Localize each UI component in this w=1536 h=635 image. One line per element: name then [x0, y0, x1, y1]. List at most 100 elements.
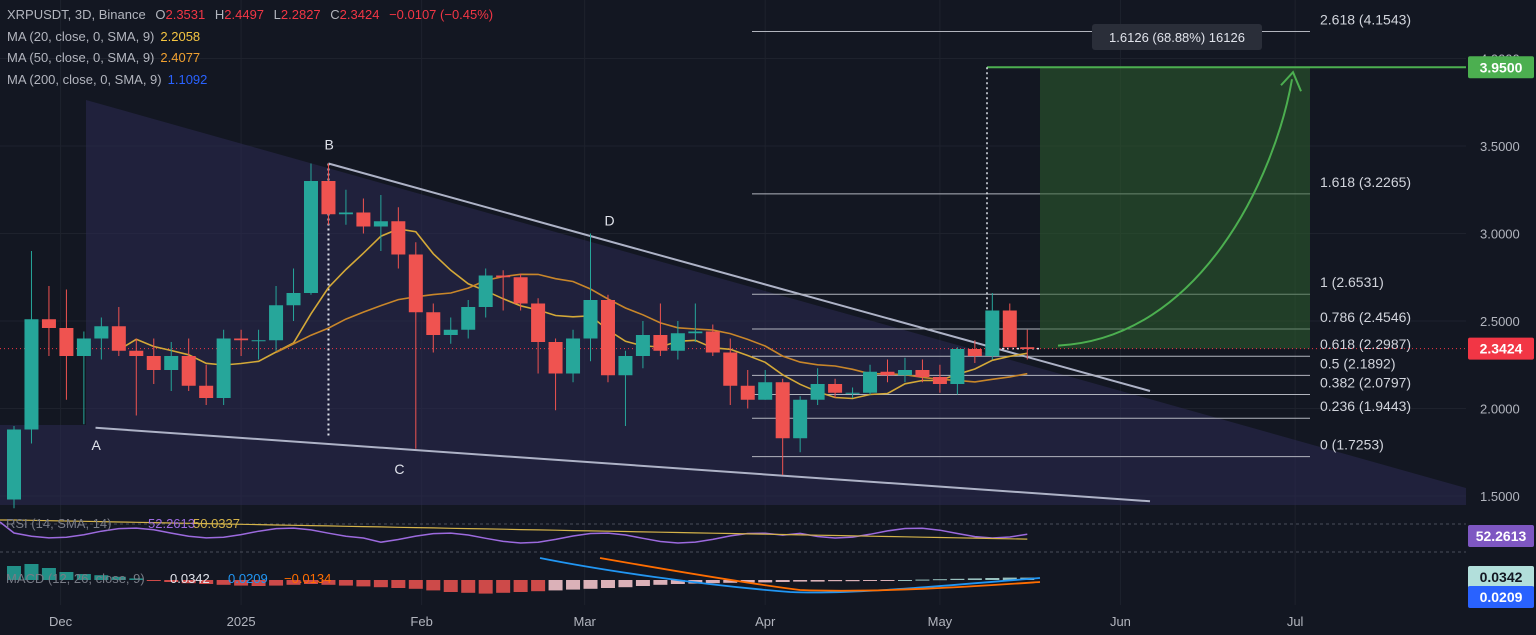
candle[interactable] [338, 189, 353, 225]
candle[interactable] [985, 293, 1000, 360]
ma20-row[interactable]: MA (20, close, 0, SMA, 9) 2.2058 [7, 26, 493, 48]
candle[interactable] [932, 364, 947, 393]
candle[interactable] [688, 303, 703, 343]
ma50-row[interactable]: MA (50, close, 0, SMA, 9) 2.4077 [7, 47, 493, 69]
candle[interactable] [950, 347, 965, 395]
candle-body [41, 319, 56, 328]
macd-hist-bar [810, 580, 825, 582]
candle[interactable] [635, 321, 650, 369]
point-b: B [324, 137, 333, 153]
point-c: C [394, 461, 404, 477]
candle[interactable] [94, 317, 109, 360]
candle[interactable] [443, 317, 458, 344]
symbol-label[interactable]: XRPUSDT, 3D, Binance [7, 7, 146, 22]
candle[interactable] [269, 286, 284, 351]
candle[interactable] [705, 324, 720, 357]
candle[interactable] [129, 338, 144, 416]
candle[interactable] [373, 195, 388, 251]
macd-hist-bar [583, 580, 598, 589]
y-tick: 1.5000 [1480, 489, 1520, 504]
y-tick: 3.0000 [1480, 227, 1520, 242]
rsi-tag[interactable]: 52.2613 [1476, 528, 1527, 544]
ma20-label: MA (20, close, 0, SMA, 9) [7, 28, 155, 44]
macd-hist-tag-bg [1468, 566, 1534, 588]
candle[interactable] [845, 387, 860, 399]
candle[interactable] [600, 294, 615, 383]
candle-body [356, 212, 371, 227]
macd-pane[interactable]: MACD (12, 26, close, 9) 0.0342 0.0209 −0.01… [6, 557, 1041, 594]
macd-tag[interactable]: 0.0209 [1480, 589, 1523, 605]
candle[interactable] [24, 251, 39, 444]
candle[interactable] [7, 426, 21, 509]
candle-body [600, 300, 615, 376]
macd-hist-bar [59, 572, 74, 580]
candle[interactable] [775, 378, 790, 475]
macd-hist-tag[interactable]: 0.0342 [1480, 569, 1523, 585]
candle[interactable] [251, 329, 266, 360]
candle[interactable] [321, 163, 336, 225]
candle[interactable] [1002, 303, 1017, 348]
candle[interactable] [793, 396, 808, 453]
time-axis[interactable]: Dec 2025 Feb Mar Apr May Jun Jul [0, 605, 1466, 635]
candle[interactable] [967, 340, 982, 363]
candle[interactable] [758, 370, 773, 400]
candle[interactable] [164, 342, 179, 391]
candle[interactable] [531, 298, 546, 374]
candle[interactable] [828, 378, 843, 398]
macd-hist-bar [828, 580, 843, 582]
current-price-tag[interactable]: 2.3424 [1480, 341, 1523, 357]
candle-body [269, 305, 284, 341]
candle[interactable] [863, 364, 878, 395]
candle[interactable] [461, 300, 476, 339]
candle[interactable] [286, 268, 301, 322]
macd-hist-bar [863, 580, 878, 581]
candle[interactable] [59, 289, 74, 400]
candle[interactable] [513, 273, 528, 311]
candle[interactable] [76, 331, 91, 425]
fib-label-0.382: 0.382 (2.0797) [1320, 375, 1411, 391]
open-value: 2.3531 [165, 7, 206, 22]
candle[interactable] [496, 270, 511, 311]
price-axis[interactable]: 1.50002.00002.50003.00003.50004.00003.95… [1466, 0, 1536, 635]
candle[interactable] [234, 329, 249, 356]
fib-label-0.5: 0.5 (2.1892) [1320, 355, 1396, 371]
macd-hist-bar [251, 580, 266, 586]
x-tick: Apr [755, 614, 776, 629]
candle[interactable] [915, 359, 930, 383]
candle[interactable] [216, 329, 231, 405]
candle[interactable] [653, 303, 668, 357]
candle-body [391, 221, 406, 255]
x-tick: Mar [573, 614, 596, 629]
candle[interactable] [1020, 329, 1035, 360]
target-price-tag[interactable]: 3.9500 [1480, 59, 1523, 75]
candle[interactable] [566, 329, 581, 383]
candle[interactable] [478, 268, 493, 318]
candle[interactable] [199, 364, 214, 405]
candle[interactable] [810, 368, 825, 405]
candle[interactable] [391, 207, 406, 269]
candle[interactable] [146, 338, 161, 385]
candle[interactable] [41, 286, 56, 356]
candle-body [740, 385, 755, 400]
candle[interactable] [880, 359, 895, 383]
macd-hist-bar [775, 580, 790, 582]
candle[interactable] [548, 338, 563, 411]
macd-hist-bar [915, 579, 930, 581]
candle[interactable] [670, 321, 685, 360]
candle[interactable] [897, 357, 912, 383]
candle[interactable] [356, 198, 371, 234]
candle[interactable] [723, 338, 738, 406]
candle[interactable] [740, 370, 755, 409]
candle[interactable] [408, 242, 423, 449]
candles[interactable] [7, 163, 1035, 509]
candle[interactable] [303, 163, 318, 295]
candle[interactable] [618, 350, 633, 426]
candle[interactable] [583, 233, 598, 362]
macd-hist-bar [705, 580, 720, 584]
ma200-row[interactable]: MA (200, close, 0, SMA, 9) 1.1092 [7, 69, 493, 91]
candle[interactable] [111, 307, 126, 356]
candle[interactable] [426, 303, 441, 353]
candle[interactable] [181, 338, 196, 392]
